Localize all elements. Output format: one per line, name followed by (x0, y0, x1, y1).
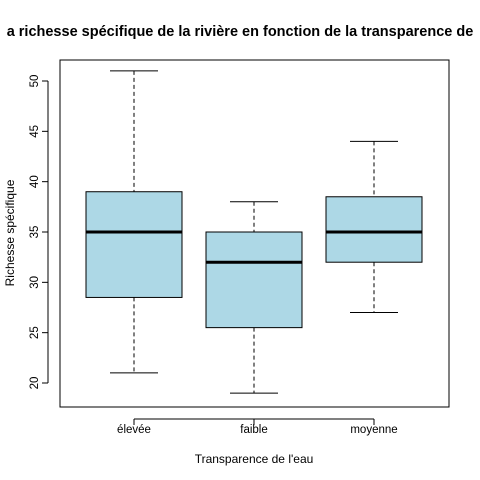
x-tick-label: élevée (117, 424, 151, 436)
iqr-box (325, 196, 423, 263)
y-tick-label: 50 (29, 75, 41, 88)
iqr-box (205, 231, 303, 329)
y-tick-label: 30 (29, 276, 41, 289)
y-tick-label: 35 (29, 226, 41, 239)
y-axis-label: Richesse spécifique (3, 179, 17, 286)
box-1 (85, 70, 183, 374)
x-tick-label: moyenne (350, 424, 397, 436)
y-axis: 20 25 30 35 40 45 50 (29, 75, 49, 390)
x-axis-label: Transparence de l'eau (195, 452, 314, 466)
x-axis: élevée faible moyenne (117, 418, 398, 436)
y-tick-label: 20 (29, 377, 41, 390)
y-tick-label: 40 (29, 175, 41, 188)
iqr-box (85, 191, 183, 298)
x-tick-label: faible (240, 424, 268, 436)
y-tick-label: 25 (29, 326, 41, 339)
y-tick-label: 45 (29, 125, 41, 138)
plot-frame (59, 59, 450, 408)
boxes-group (85, 70, 423, 394)
box-2 (205, 201, 303, 394)
box-3 (325, 140, 423, 314)
chart-title: a richesse spécifique de la rivière en f… (7, 24, 474, 40)
